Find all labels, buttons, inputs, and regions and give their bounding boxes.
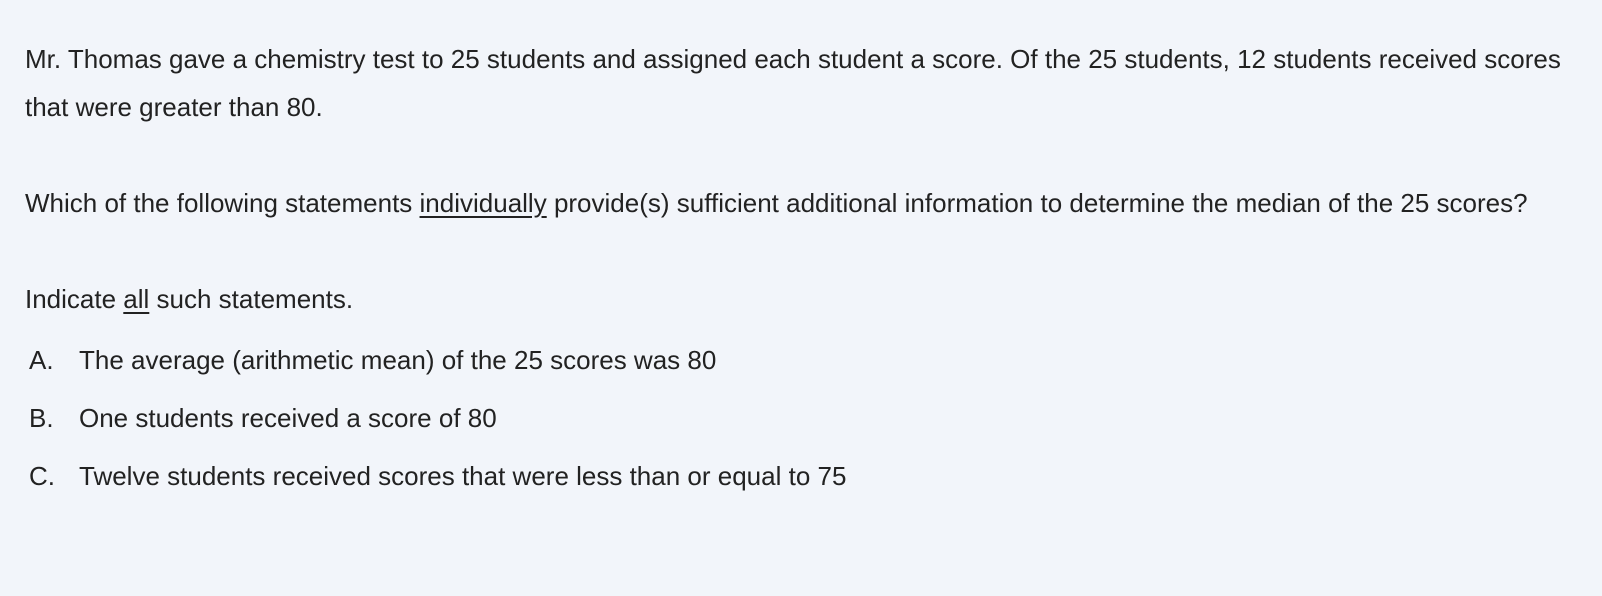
instruction-text-after: such statements. xyxy=(149,284,354,314)
choice-text: Twelve students received scores that wer… xyxy=(79,460,847,491)
question-instruction: Indicate all such statements. xyxy=(25,275,1585,323)
question-stem: Mr. Thomas gave a chemistry test to 25 s… xyxy=(25,44,1561,122)
question-panel: Mr. Thomas gave a chemistry test to 25 s… xyxy=(25,0,1585,505)
question-prompt: Which of the following statements indivi… xyxy=(25,179,1585,227)
prompt-emphasis: individually xyxy=(419,188,547,218)
choice-letter: B. xyxy=(29,402,54,433)
choice-letter: A. xyxy=(29,344,54,375)
answer-choices: A. The average (arithmetic mean) of the … xyxy=(25,331,1585,505)
answer-choice-c[interactable]: C. Twelve students received scores that … xyxy=(25,447,1585,505)
choice-text: One students received a score of 80 xyxy=(79,402,497,433)
answer-choice-b[interactable]: B. One students received a score of 80 xyxy=(25,389,1585,447)
prompt-text-before: Which of the following statements xyxy=(25,188,420,218)
answer-choice-a[interactable]: A. The average (arithmetic mean) of the … xyxy=(25,331,1585,389)
prompt-text-after: provide(s) sufficient additional informa… xyxy=(546,188,1528,218)
instruction-text-before: Indicate xyxy=(25,284,124,314)
instruction-emphasis: all xyxy=(123,284,150,314)
choice-letter: C. xyxy=(29,460,55,491)
choice-text: The average (arithmetic mean) of the 25 … xyxy=(79,344,717,375)
